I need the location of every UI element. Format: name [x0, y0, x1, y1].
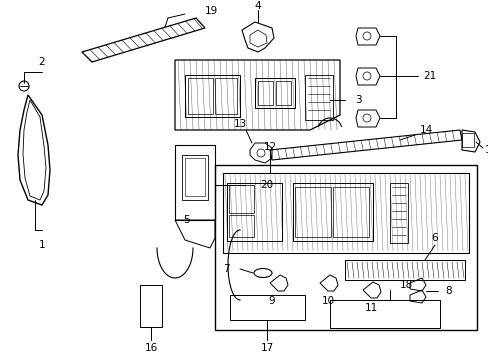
Bar	[228, 185, 253, 213]
Text: 19: 19	[204, 6, 218, 16]
Bar	[215, 165, 476, 330]
Bar	[305, 75, 332, 120]
Text: 7: 7	[223, 264, 229, 274]
Text: 11: 11	[364, 303, 377, 313]
Bar	[184, 158, 204, 196]
Text: 14: 14	[419, 125, 432, 135]
Text: 12: 12	[263, 142, 276, 152]
Bar	[258, 81, 272, 105]
Bar	[182, 155, 207, 200]
Text: 13: 13	[233, 119, 246, 129]
Text: 3: 3	[354, 95, 361, 105]
Text: 15: 15	[484, 145, 488, 155]
Bar	[184, 75, 240, 117]
Bar	[223, 173, 468, 253]
Text: 20: 20	[260, 180, 273, 190]
Bar	[329, 300, 439, 328]
Text: 18: 18	[399, 280, 412, 290]
Bar	[332, 187, 368, 237]
Text: 16: 16	[144, 343, 157, 353]
Text: 8: 8	[444, 286, 451, 296]
Text: 4: 4	[254, 1, 261, 11]
Text: 10: 10	[321, 296, 334, 306]
Text: 17: 17	[260, 343, 273, 353]
Text: 21: 21	[422, 71, 435, 81]
Text: 9: 9	[268, 296, 275, 306]
Bar	[294, 187, 330, 237]
Bar	[140, 285, 162, 327]
Bar	[461, 133, 473, 147]
Bar	[254, 78, 294, 108]
Bar	[389, 183, 407, 243]
Bar	[187, 78, 213, 114]
Bar	[215, 78, 237, 114]
Bar	[226, 183, 282, 241]
Text: 6: 6	[431, 233, 437, 243]
Text: 1: 1	[39, 240, 45, 250]
Bar	[228, 215, 253, 237]
Bar	[345, 260, 464, 280]
Bar	[275, 81, 290, 105]
Bar	[292, 183, 372, 241]
Bar	[229, 295, 305, 320]
Text: 2: 2	[39, 57, 45, 67]
Text: 5: 5	[183, 215, 190, 225]
